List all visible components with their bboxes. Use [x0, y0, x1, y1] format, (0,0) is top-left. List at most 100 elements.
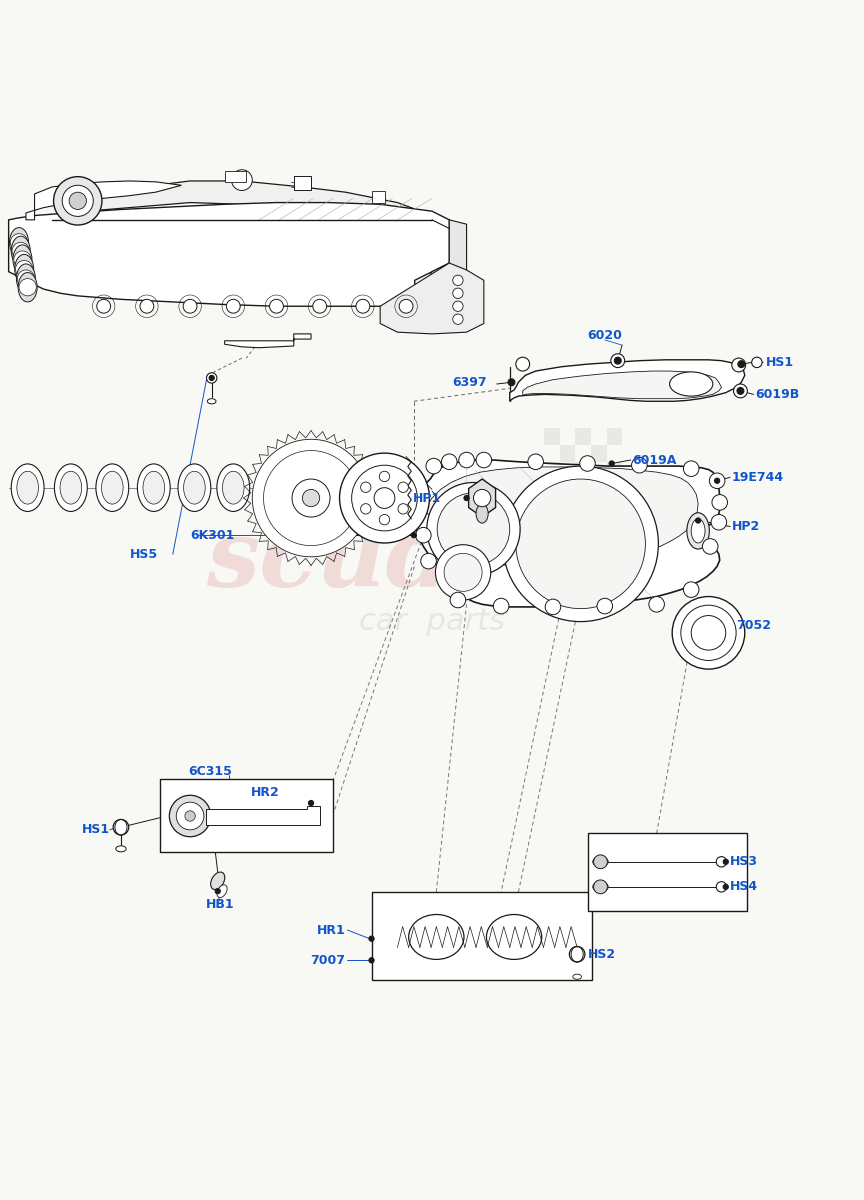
Circle shape — [69, 192, 86, 210]
Circle shape — [444, 553, 482, 592]
Circle shape — [672, 596, 745, 670]
Bar — [372, 892, 592, 980]
Circle shape — [681, 605, 736, 660]
Circle shape — [683, 461, 699, 476]
Circle shape — [54, 176, 102, 226]
Circle shape — [302, 490, 320, 506]
Circle shape — [360, 504, 371, 514]
Circle shape — [453, 275, 463, 286]
Ellipse shape — [143, 472, 164, 504]
Circle shape — [696, 518, 701, 523]
Circle shape — [734, 384, 747, 398]
Circle shape — [356, 299, 370, 313]
Circle shape — [360, 482, 371, 492]
Ellipse shape — [486, 914, 542, 960]
Text: 6K301: 6K301 — [190, 529, 234, 541]
Bar — [544, 428, 560, 445]
Circle shape — [226, 299, 240, 313]
Circle shape — [352, 466, 417, 530]
Circle shape — [398, 504, 409, 514]
Circle shape — [493, 599, 509, 614]
Circle shape — [649, 596, 664, 612]
Circle shape — [594, 854, 607, 869]
Bar — [607, 462, 622, 479]
Bar — [591, 445, 607, 462]
Bar — [607, 428, 622, 445]
Ellipse shape — [178, 464, 211, 511]
Ellipse shape — [223, 472, 245, 504]
Circle shape — [442, 454, 457, 469]
Bar — [575, 462, 591, 479]
Circle shape — [450, 593, 466, 607]
Text: HP2: HP2 — [732, 520, 760, 533]
Ellipse shape — [691, 518, 705, 542]
Circle shape — [437, 493, 510, 565]
Ellipse shape — [60, 472, 81, 504]
Circle shape — [528, 454, 543, 469]
Circle shape — [752, 358, 762, 367]
Text: HS5: HS5 — [130, 547, 158, 560]
Text: HB1: HB1 — [206, 898, 234, 911]
Bar — [544, 497, 560, 514]
Bar — [544, 462, 560, 479]
Circle shape — [476, 452, 492, 468]
Circle shape — [398, 482, 409, 492]
Circle shape — [292, 479, 330, 517]
Circle shape — [185, 811, 195, 821]
Circle shape — [270, 299, 283, 313]
Bar — [607, 497, 622, 514]
Text: HS3: HS3 — [730, 856, 758, 869]
Text: HS1: HS1 — [766, 356, 794, 368]
Circle shape — [737, 388, 744, 395]
Circle shape — [723, 884, 728, 889]
Circle shape — [17, 270, 35, 287]
Polygon shape — [468, 479, 496, 517]
Text: 7007: 7007 — [310, 954, 346, 967]
Ellipse shape — [573, 974, 581, 979]
Circle shape — [379, 515, 390, 524]
Ellipse shape — [13, 245, 32, 275]
Circle shape — [683, 582, 699, 598]
Ellipse shape — [16, 472, 39, 504]
Circle shape — [369, 936, 374, 941]
Circle shape — [702, 539, 718, 554]
Circle shape — [426, 458, 442, 474]
Bar — [560, 479, 575, 497]
Circle shape — [340, 454, 429, 542]
Circle shape — [459, 452, 474, 468]
Circle shape — [473, 490, 491, 506]
Bar — [372, 191, 385, 203]
Circle shape — [712, 494, 727, 510]
Bar — [575, 428, 591, 445]
Bar — [588, 833, 747, 911]
Bar — [294, 175, 311, 190]
Ellipse shape — [687, 512, 709, 550]
Ellipse shape — [11, 464, 44, 511]
Ellipse shape — [96, 464, 129, 511]
Circle shape — [313, 299, 327, 313]
Ellipse shape — [11, 236, 30, 265]
Polygon shape — [411, 460, 721, 607]
Text: HS1: HS1 — [82, 823, 111, 836]
Circle shape — [716, 857, 727, 866]
Circle shape — [209, 376, 214, 380]
Circle shape — [10, 234, 28, 251]
Ellipse shape — [18, 272, 37, 302]
Text: 7052: 7052 — [736, 619, 772, 632]
Circle shape — [12, 242, 29, 259]
Bar — [591, 479, 607, 497]
Ellipse shape — [102, 472, 123, 504]
Text: HR2: HR2 — [251, 786, 279, 799]
Text: HP1: HP1 — [412, 492, 441, 505]
Polygon shape — [423, 467, 698, 566]
Circle shape — [516, 358, 530, 371]
Circle shape — [738, 361, 745, 367]
Circle shape — [308, 800, 314, 805]
Circle shape — [632, 457, 647, 473]
Ellipse shape — [116, 846, 126, 852]
Circle shape — [464, 496, 469, 500]
Circle shape — [709, 473, 725, 488]
Circle shape — [399, 299, 413, 313]
Circle shape — [421, 553, 436, 569]
Text: 6397: 6397 — [453, 376, 487, 389]
